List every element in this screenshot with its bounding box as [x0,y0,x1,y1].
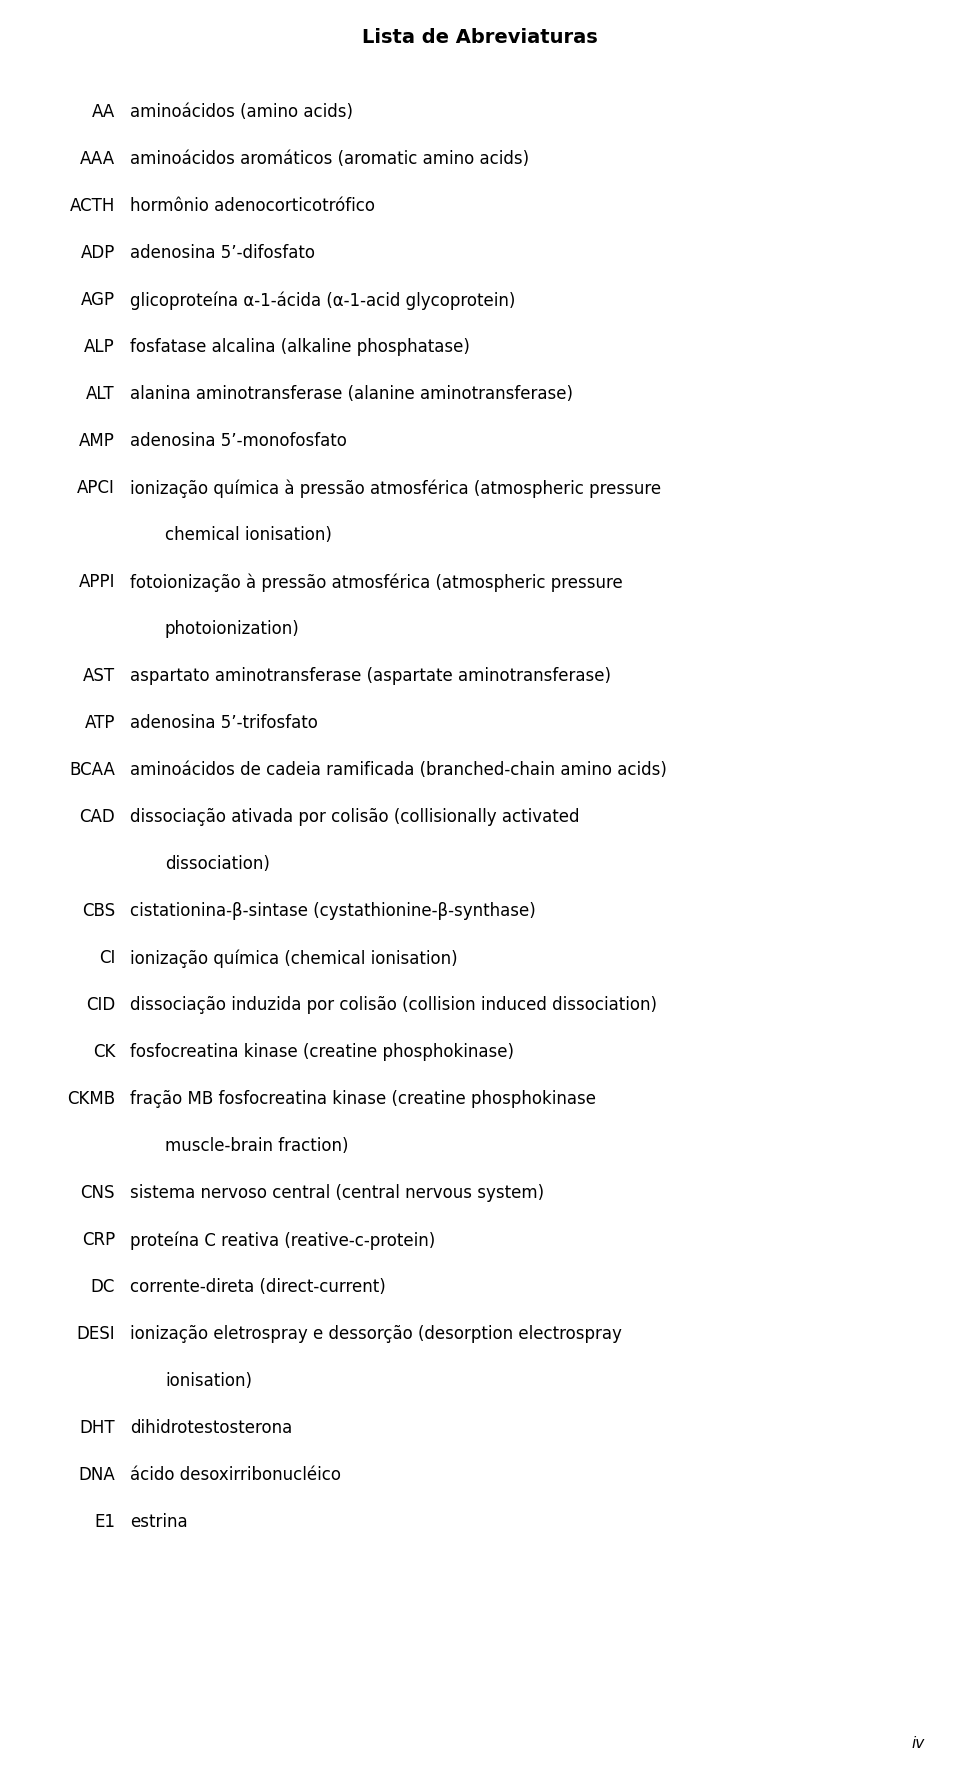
Text: iv: iv [912,1736,925,1752]
Text: AST: AST [83,667,115,684]
Text: alanina aminotransferase (alanine aminotransferase): alanina aminotransferase (alanine aminot… [130,385,573,402]
Text: glicoproteína α-1-ácida (α-1-acid glycoprotein): glicoproteína α-1-ácida (α-1-acid glycop… [130,291,516,310]
Text: AGP: AGP [81,291,115,309]
Text: DHT: DHT [80,1418,115,1436]
Text: CAD: CAD [80,808,115,826]
Text: photoionization): photoionization) [165,621,300,638]
Text: ionização química à pressão atmosférica (atmospheric pressure: ionização química à pressão atmosférica … [130,479,661,498]
Text: DESI: DESI [77,1324,115,1342]
Text: aspartato aminotransferase (aspartate aminotransferase): aspartato aminotransferase (aspartate am… [130,667,611,684]
Text: ácido desoxirribonucléico: ácido desoxirribonucléico [130,1466,341,1484]
Text: Lista de Abreviaturas: Lista de Abreviaturas [362,28,598,48]
Text: fosfocreatina kinase (creatine phosphokinase): fosfocreatina kinase (creatine phosphoki… [130,1043,514,1060]
Text: CRP: CRP [82,1230,115,1248]
Text: CNS: CNS [81,1184,115,1202]
Text: cistationina-β-sintase (cystathionine-β-synthase): cistationina-β-sintase (cystathionine-β-… [130,902,536,920]
Text: AAA: AAA [80,151,115,168]
Text: ionização química (chemical ionisation): ionização química (chemical ionisation) [130,949,458,968]
Text: CI: CI [99,949,115,966]
Text: estrina: estrina [130,1512,187,1532]
Text: fotoionização à pressão atmosférica (atmospheric pressure: fotoionização à pressão atmosférica (atm… [130,573,623,592]
Text: CID: CID [85,996,115,1014]
Text: aminoácidos de cadeia ramificada (branched-chain amino acids): aminoácidos de cadeia ramificada (branch… [130,761,667,778]
Text: ACTH: ACTH [70,197,115,215]
Text: dissociação induzida por colisão (collision induced dissociation): dissociação induzida por colisão (collis… [130,996,657,1014]
Text: adenosina 5’-trifosfato: adenosina 5’-trifosfato [130,715,318,732]
Text: adenosina 5’-difosfato: adenosina 5’-difosfato [130,245,315,262]
Text: dihidrotestosterona: dihidrotestosterona [130,1418,292,1436]
Text: muscle-brain fraction): muscle-brain fraction) [165,1136,348,1154]
Text: ALT: ALT [86,385,115,402]
Text: proteína C reativa (reative-c-protein): proteína C reativa (reative-c-protein) [130,1230,435,1250]
Text: AA: AA [92,103,115,121]
Text: corrente-direta (direct-current): corrente-direta (direct-current) [130,1278,386,1296]
Text: AMP: AMP [79,433,115,450]
Text: chemical ionisation): chemical ionisation) [165,527,332,544]
Text: sistema nervoso central (central nervous system): sistema nervoso central (central nervous… [130,1184,544,1202]
Text: ATP: ATP [84,715,115,732]
Text: ionisation): ionisation) [165,1372,252,1390]
Text: ADP: ADP [81,245,115,262]
Text: CK: CK [92,1043,115,1060]
Text: BCAA: BCAA [69,761,115,778]
Text: ionização eletrospray e dessorção (desorption electrospray: ionização eletrospray e dessorção (desor… [130,1324,622,1342]
Text: aminoácidos aromáticos (aromatic amino acids): aminoácidos aromáticos (aromatic amino a… [130,151,529,168]
Text: APPI: APPI [79,573,115,590]
Text: DNA: DNA [79,1466,115,1484]
Text: CBS: CBS [82,902,115,920]
Text: ALP: ALP [84,339,115,356]
Text: hormônio adenocorticotrófico: hormônio adenocorticotrófico [130,197,375,215]
Text: DC: DC [90,1278,115,1296]
Text: fosfatase alcalina (alkaline phosphatase): fosfatase alcalina (alkaline phosphatase… [130,339,469,356]
Text: fração MB fosfocreatina kinase (creatine phosphokinase: fração MB fosfocreatina kinase (creatine… [130,1090,596,1108]
Text: aminoácidos (amino acids): aminoácidos (amino acids) [130,103,353,121]
Text: CKMB: CKMB [67,1090,115,1108]
Text: adenosina 5’-monofosfato: adenosina 5’-monofosfato [130,433,347,450]
Text: APCI: APCI [77,479,115,496]
Text: dissociação ativada por colisão (collisionally activated: dissociação ativada por colisão (collisi… [130,808,580,826]
Text: E1: E1 [94,1512,115,1532]
Text: dissociation): dissociation) [165,855,270,872]
